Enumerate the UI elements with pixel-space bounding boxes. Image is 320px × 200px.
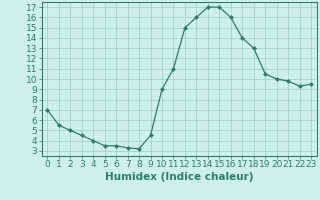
X-axis label: Humidex (Indice chaleur): Humidex (Indice chaleur) <box>105 172 253 182</box>
